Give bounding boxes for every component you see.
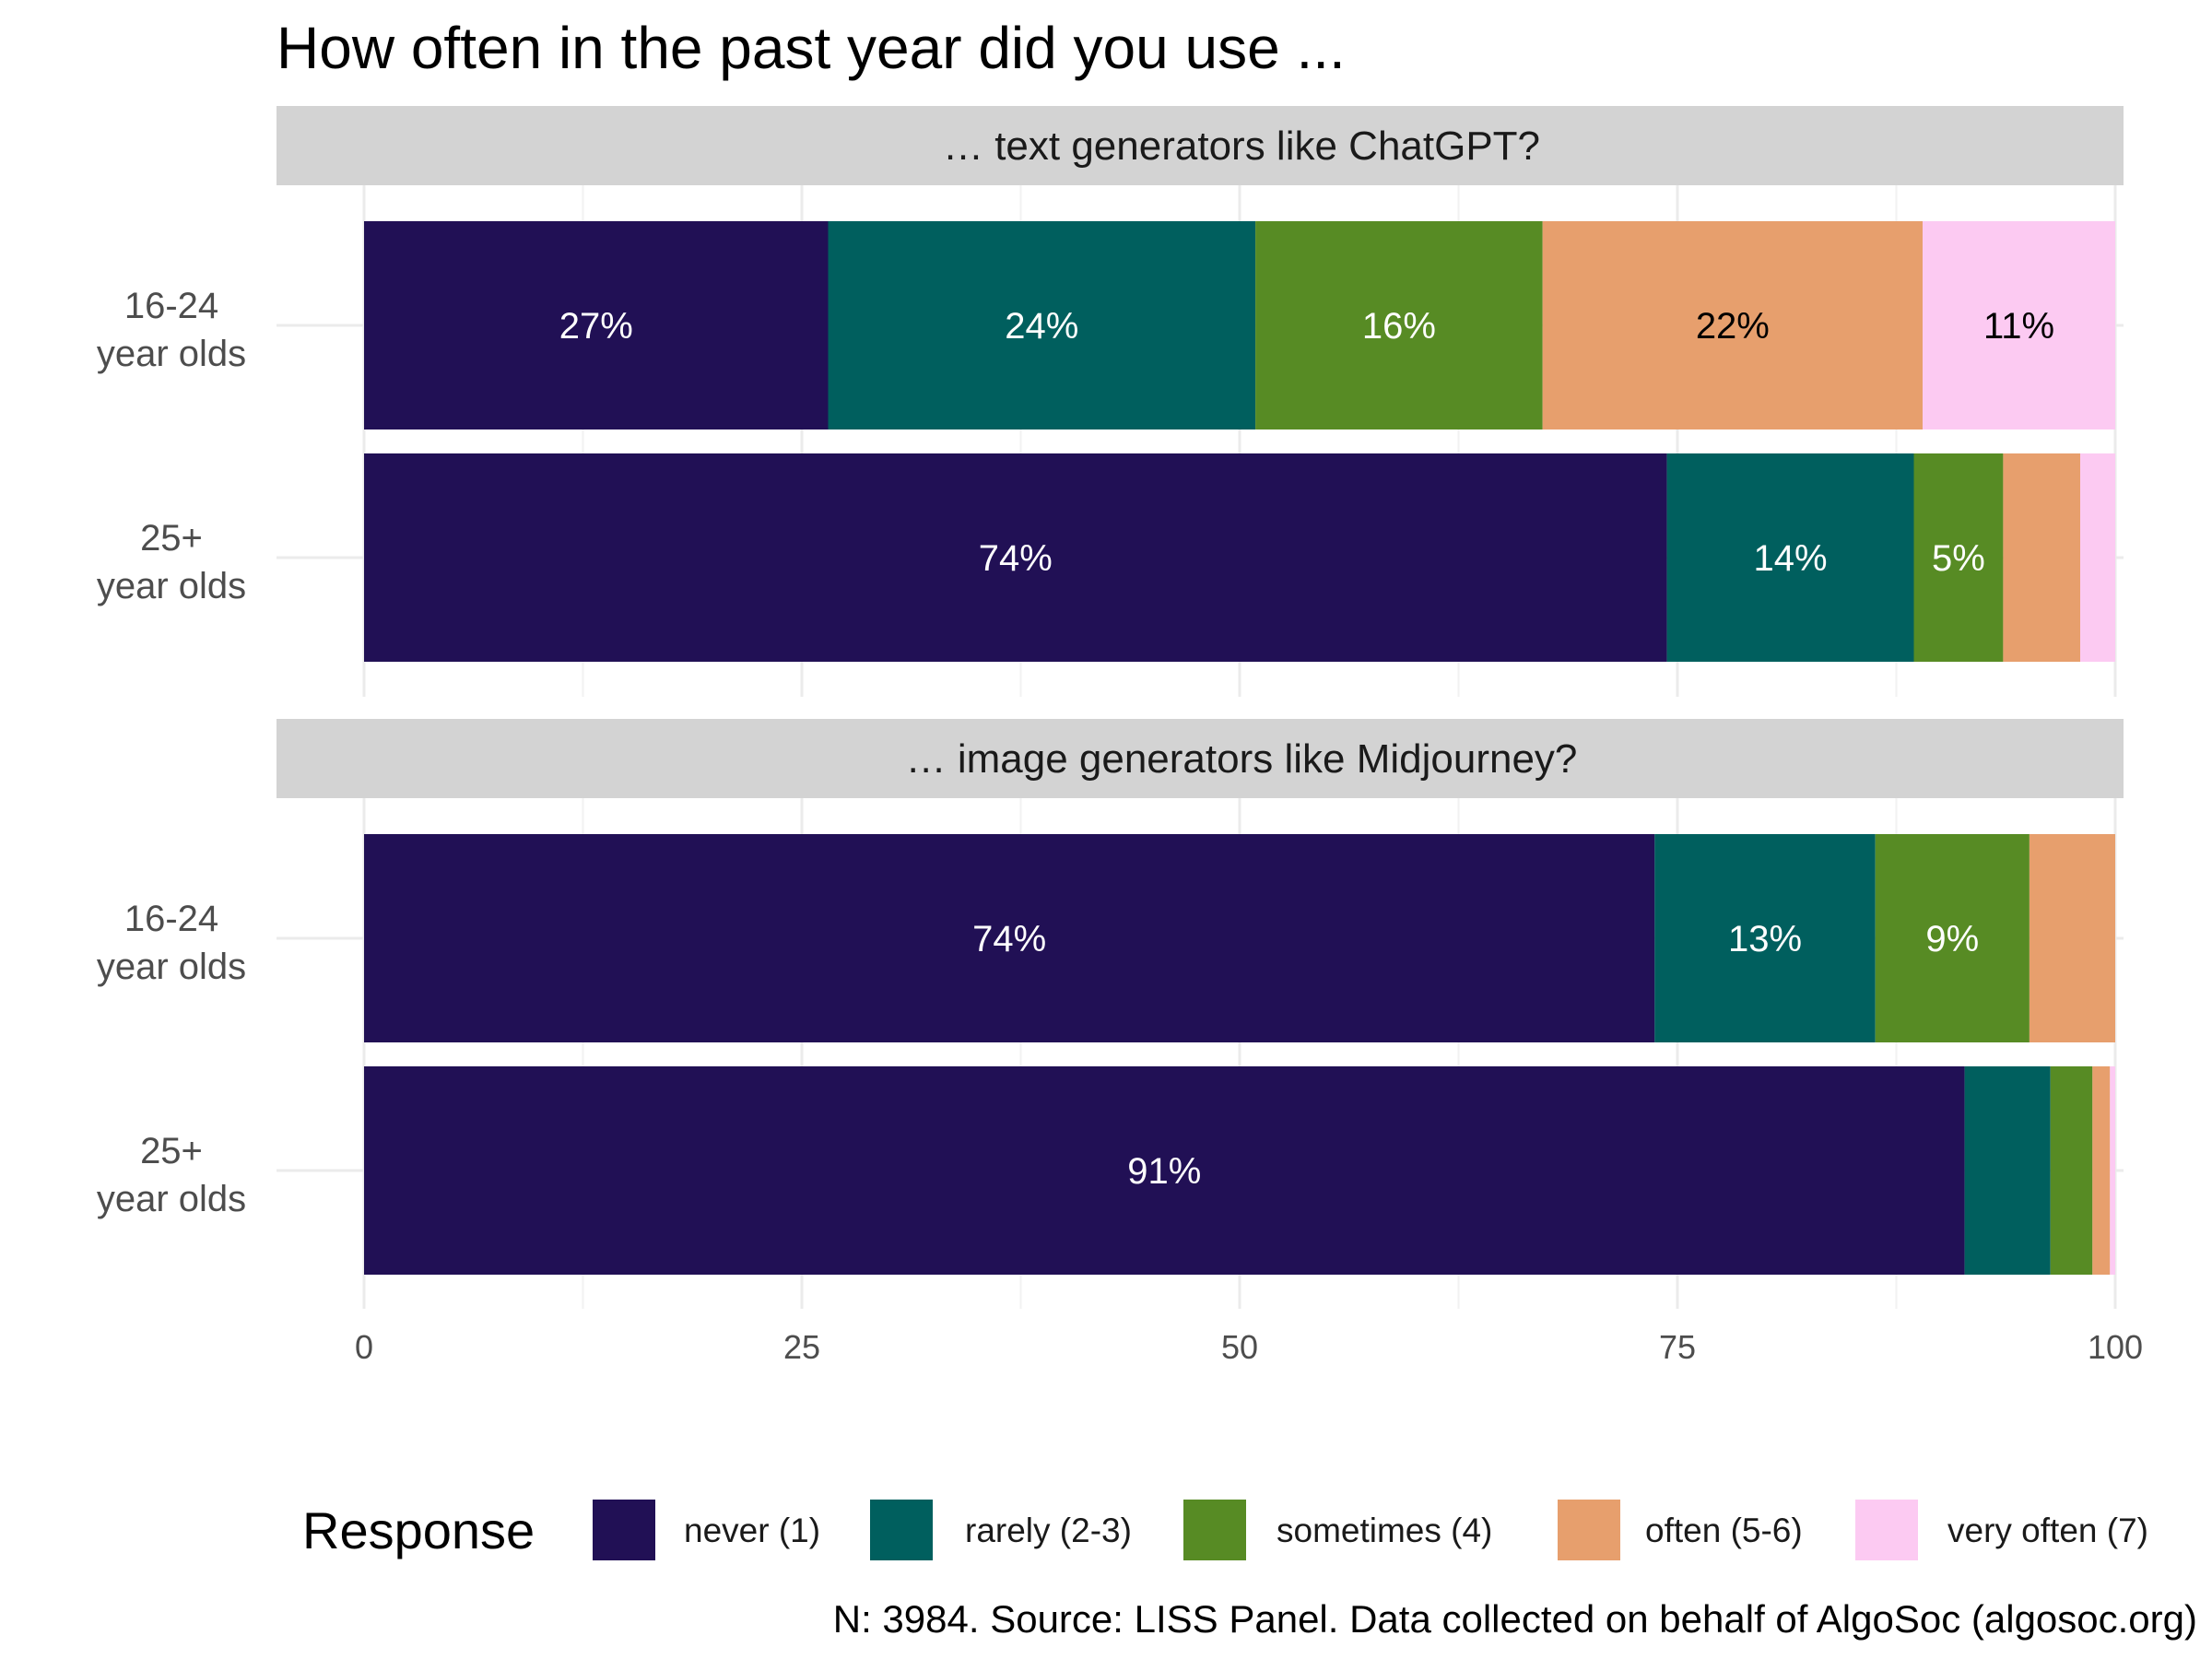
- bar-data-label: 74%: [979, 538, 1053, 579]
- bar-segment: [364, 221, 829, 429]
- bar-segment: [1666, 453, 1914, 662]
- y-tick-label: year olds: [97, 1179, 246, 1219]
- bar-data-label: 74%: [972, 919, 1046, 959]
- panel-strip: [276, 106, 2124, 185]
- x-axis: 0 25 50 75 100: [355, 1328, 2143, 1366]
- bar-segment: [2050, 1066, 2093, 1275]
- bar-data-label: 9%: [1925, 919, 1979, 959]
- panel-strip: [276, 719, 2124, 798]
- bar-segment: [1923, 221, 2115, 429]
- legend-label: often (5-6): [1645, 1512, 1803, 1549]
- y-tick-label: 16-24: [124, 286, 218, 326]
- chart-panels: … text generators like ChatGPT? 16-24 year…: [97, 106, 2124, 1309]
- bar-data-label: 11%: [1983, 306, 2054, 347]
- legend-label: never (1): [684, 1512, 820, 1549]
- bar-data-label: 14%: [1754, 538, 1828, 579]
- bar-segment: [1542, 221, 1923, 429]
- y-tick-label: 25+: [140, 1131, 203, 1171]
- legend-key: [870, 1500, 933, 1560]
- bar-data-label: 22%: [1696, 306, 1770, 347]
- panel-strip-label: … text generators like ChatGPT?: [943, 124, 1540, 169]
- bar-segment: [1255, 221, 1543, 429]
- bar-segment: [828, 221, 1256, 429]
- legend-key: [593, 1500, 655, 1560]
- legend-label: sometimes (4): [1277, 1512, 1492, 1549]
- x-tick-label: 25: [783, 1328, 820, 1366]
- legend-label: rarely (2-3): [965, 1512, 1132, 1549]
- x-tick-label: 50: [1221, 1328, 1258, 1366]
- legend-label: very often (7): [1947, 1512, 2148, 1549]
- bar-data-label: 91%: [1127, 1151, 1201, 1192]
- bar-data-label: 24%: [1005, 306, 1078, 347]
- bar-segment: [1913, 453, 2004, 662]
- legend: Response never (1) rarely (2-3) sometimes …: [302, 1500, 2148, 1560]
- bar-segment: [1654, 834, 1876, 1042]
- chart-caption: N: 3984. Source: LISS Panel. Data collec…: [833, 1597, 2197, 1641]
- legend-items: never (1) rarely (2-3) sometimes (4) often …: [593, 1500, 2148, 1560]
- bar-segment: [2003, 453, 2080, 662]
- bar-data-label: 5%: [1932, 538, 1985, 579]
- y-tick-label: year olds: [97, 566, 246, 606]
- chart-title: How often in the past year did you use .…: [276, 15, 1346, 81]
- x-tick-label: 75: [1659, 1328, 1696, 1366]
- legend-key: [1183, 1500, 1246, 1560]
- y-tick-label: 25+: [140, 518, 203, 559]
- panel-2: … image generators like Midjourney? 16-24…: [97, 719, 2124, 1309]
- bar-data-label: 13%: [1728, 919, 1802, 959]
- panel-strip-label: … image generators like Midjourney?: [906, 736, 1578, 782]
- bar-segment: [364, 834, 1655, 1042]
- bar-segment: [364, 453, 1667, 662]
- x-tick-label: 100: [2088, 1328, 2143, 1366]
- legend-key: [1855, 1500, 1918, 1560]
- y-tick-label: year olds: [97, 947, 246, 987]
- bar-segment: [2092, 1066, 2111, 1275]
- legend-key: [1558, 1500, 1620, 1560]
- bar-segment: [2029, 834, 2115, 1042]
- bar-segment: [2080, 453, 2115, 662]
- y-tick-label: year olds: [97, 334, 246, 374]
- bar-data-label: 16%: [1362, 306, 1436, 347]
- bar-data-label: 27%: [559, 306, 633, 347]
- y-tick-label: 16-24: [124, 899, 218, 939]
- x-tick-label: 0: [355, 1328, 373, 1366]
- bar-segment: [364, 1066, 1965, 1275]
- bar-segment: [2110, 1066, 2115, 1275]
- bar-segment: [1964, 1066, 2051, 1275]
- legend-title: Response: [302, 1501, 535, 1559]
- panel-1: … text generators like ChatGPT? 16-24 year…: [97, 106, 2124, 697]
- bar-segment: [1875, 834, 2030, 1042]
